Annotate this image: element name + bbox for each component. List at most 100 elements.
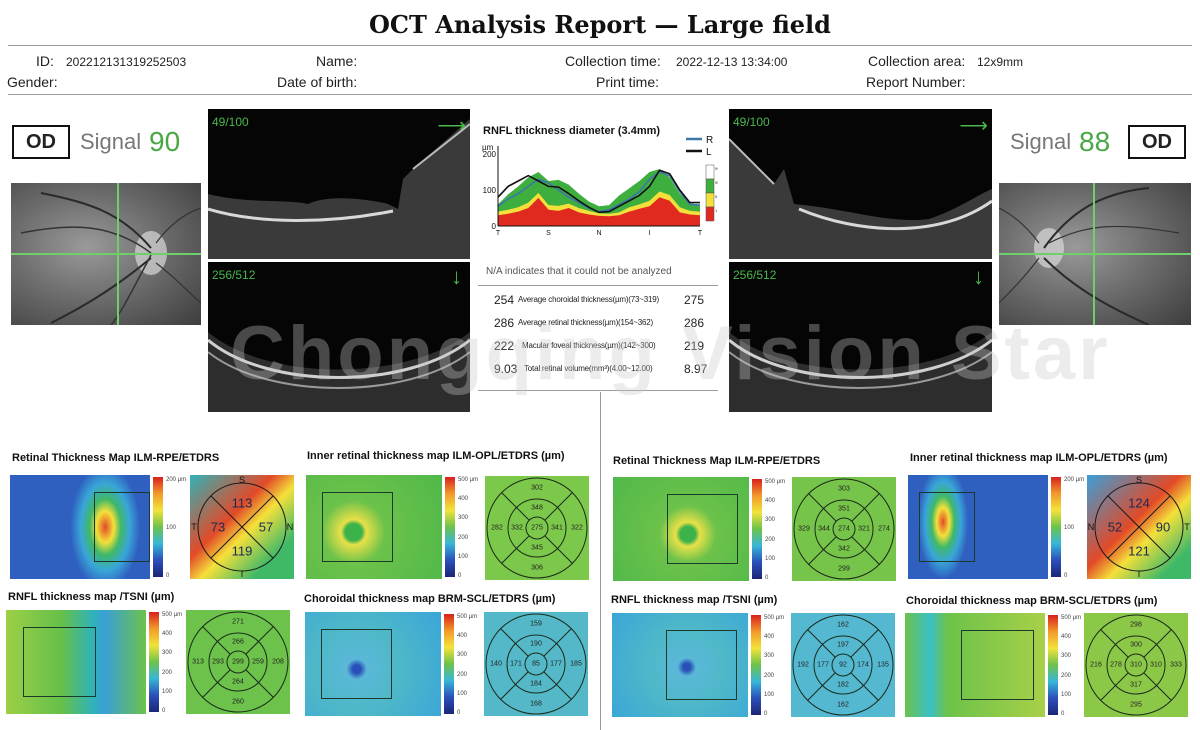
etdrs-value-center: 85 bbox=[532, 660, 540, 668]
quadrant-letter-s: S bbox=[1135, 475, 1143, 485]
scale-label: 100 bbox=[166, 525, 177, 531]
map-title: Retinal Thickness Map ILM-RPE/ETDRS bbox=[613, 455, 821, 467]
percentile-label: 5 bbox=[715, 194, 718, 199]
etdrs-value-inner-i: 317 bbox=[1130, 681, 1142, 689]
quadrant-letter-s: S bbox=[238, 475, 246, 485]
etdrs-value-inner-s: 190 bbox=[530, 640, 542, 648]
thickness-map-image[interactable] bbox=[905, 613, 1045, 717]
thickness-map-image[interactable] bbox=[305, 612, 441, 716]
signal-label-right: Signal bbox=[1010, 129, 1072, 154]
scale-label: 500 µm bbox=[458, 477, 479, 483]
oct-frame-label-left-top: 49/100 bbox=[212, 115, 249, 129]
scale-label: 200 bbox=[457, 671, 468, 678]
quadrant-value-inferior: 121 bbox=[1128, 543, 1150, 559]
etdrs-region-box bbox=[919, 491, 976, 563]
scale-label: 0 bbox=[458, 573, 462, 579]
name-label: Name: bbox=[316, 53, 358, 69]
summary-metric-label: Average retinal thickness(µm)(154~362) bbox=[518, 318, 653, 327]
quadrant-value-superior: 124 bbox=[1128, 495, 1150, 511]
collection-time-value: 2022-12-13 13:34:00 bbox=[676, 55, 788, 69]
etdrs-value-outer-t: 329 bbox=[798, 525, 810, 533]
etdrs-value-outer-t: 216 bbox=[1090, 661, 1102, 669]
percentile-label: 95 bbox=[715, 180, 718, 185]
etdrs-region-box bbox=[961, 629, 1034, 701]
scale-label: 200 bbox=[458, 534, 469, 541]
rnfl-chart-panel: RNFL thickness diameter (3.4mm) µm 0 100 20… bbox=[478, 112, 718, 252]
etdrs-grid[interactable]: 275 348 345 332 341 302 306 282 322 bbox=[485, 476, 589, 580]
oct-bscan-horizontal-left[interactable]: 49/100 ⟶ bbox=[208, 109, 470, 259]
oct-bscan-vertical-left[interactable]: 256/512 ↓ bbox=[208, 262, 470, 412]
scale-label: 400 bbox=[765, 498, 776, 505]
y-tick-label: 0 bbox=[492, 222, 497, 231]
scale-label: 0 bbox=[166, 573, 170, 579]
etdrs-value-outer-i: 299 bbox=[838, 565, 850, 573]
etdrs-rings bbox=[793, 478, 895, 580]
summary-left-value: 254 bbox=[494, 293, 515, 307]
fundus-image-right[interactable] bbox=[999, 183, 1191, 325]
summary-metric-label: Macular foveal thickness(µm)(142~300) bbox=[522, 341, 656, 350]
etdrs-value-inner-t: 293 bbox=[212, 658, 224, 666]
etdrs-value-outer-n: 208 bbox=[272, 658, 284, 666]
summary-metric-label: Total retinal volume(mm³)(4.00~12.00) bbox=[524, 364, 653, 373]
scan-direction-arrow-down-icon: ↓ bbox=[973, 264, 984, 289]
scale-label: 200 bbox=[765, 536, 776, 543]
etdrs-value-inner-t: 177 bbox=[817, 661, 829, 669]
report-title: OCT Analysis Report — Large field bbox=[369, 10, 831, 39]
oct-bscan-horizontal-right[interactable]: 49/100 ⟶ bbox=[729, 109, 992, 259]
scale-label: 0 bbox=[1064, 573, 1068, 579]
y-tick-label: 200 bbox=[483, 150, 497, 159]
etdrs-rings bbox=[187, 611, 289, 713]
scale-label: 400 bbox=[162, 631, 173, 638]
scan-line-horizontal bbox=[11, 253, 201, 255]
na-note: N/A indicates that it could not be analy… bbox=[486, 266, 672, 277]
scale-label: 500 µm bbox=[764, 615, 785, 621]
oct-layers-right-bottom bbox=[729, 332, 992, 412]
etdrs-value-inner-t: 278 bbox=[1110, 661, 1122, 669]
etdrs-value-inner-i: 182 bbox=[837, 681, 849, 689]
fundus-image-left[interactable] bbox=[11, 183, 201, 325]
etdrs-value-outer-s: 159 bbox=[530, 620, 542, 628]
color-scale-bar: 500 µm 400 300 200 100 0 bbox=[1048, 615, 1081, 717]
etdrs-grid[interactable]: S I T N 113 119 73 57 bbox=[190, 475, 294, 579]
etdrs-grid[interactable]: 310 300 317 278 310 298 295 216 333 bbox=[1084, 613, 1188, 717]
quadrant-letter-t: T bbox=[1184, 522, 1190, 532]
x-tick-label: T bbox=[698, 230, 703, 237]
etdrs-grid[interactable]: 92 197 182 177 174 162 162 192 135 bbox=[791, 613, 895, 717]
scale-label: 100 bbox=[458, 553, 469, 560]
etdrs-region-box bbox=[94, 491, 150, 563]
scale-label: 200 bbox=[764, 672, 775, 679]
scale-label: 100 bbox=[457, 690, 468, 697]
thickness-map-image[interactable] bbox=[612, 613, 748, 717]
thickness-map-image[interactable] bbox=[10, 475, 150, 579]
map-title: RNFL thickness map /TSNI (µm) bbox=[611, 594, 778, 606]
etdrs-value-inner-i: 342 bbox=[838, 545, 850, 553]
scan-direction-arrow-right-icon: ⟶ bbox=[437, 115, 466, 137]
thickness-map-image[interactable] bbox=[613, 477, 749, 581]
etdrs-rings bbox=[1085, 614, 1187, 716]
percentile-label: 99 bbox=[715, 166, 718, 171]
oct-bscan-vertical-right[interactable]: 256/512 ↓ bbox=[729, 262, 992, 412]
signal-value-left: 90 bbox=[149, 126, 181, 157]
etdrs-value-center: 299 bbox=[232, 658, 244, 666]
percentile-swatch bbox=[705, 164, 715, 180]
retinal-vessels-right bbox=[999, 187, 1180, 325]
thickness-map-image[interactable] bbox=[306, 475, 442, 579]
etdrs-grid[interactable]: 85 190 184 171 177 159 168 140 185 bbox=[484, 612, 588, 716]
legend-label-L: L bbox=[706, 147, 712, 158]
etdrs-grid[interactable]: 299 266 264 293 259 271 260 313 208 bbox=[186, 610, 290, 714]
scale-label: 300 bbox=[457, 652, 468, 659]
thickness-map-image[interactable] bbox=[908, 475, 1048, 579]
percentile-swatch bbox=[705, 206, 715, 222]
scale-label: 100 bbox=[764, 691, 775, 698]
etdrs-grid[interactable]: 274 351 342 344 321 303 299 329 274 bbox=[792, 477, 896, 581]
eye-badge-right: OD bbox=[1128, 125, 1186, 159]
etdrs-value-outer-t: 192 bbox=[797, 661, 809, 669]
quadrant-value-temporal: 73 bbox=[210, 519, 226, 535]
quadrant-rings bbox=[1094, 482, 1184, 572]
etdrs-value-outer-n: 135 bbox=[877, 661, 889, 669]
oct-layers-right-top bbox=[729, 138, 992, 259]
etdrs-grid[interactable]: S I N T 124 121 52 90 bbox=[1087, 475, 1191, 579]
etdrs-value-inner-n: 174 bbox=[857, 661, 869, 669]
color-scale-bar: 500 µm 400 300 200 100 0 bbox=[444, 614, 477, 716]
thickness-map-image[interactable] bbox=[6, 610, 146, 714]
